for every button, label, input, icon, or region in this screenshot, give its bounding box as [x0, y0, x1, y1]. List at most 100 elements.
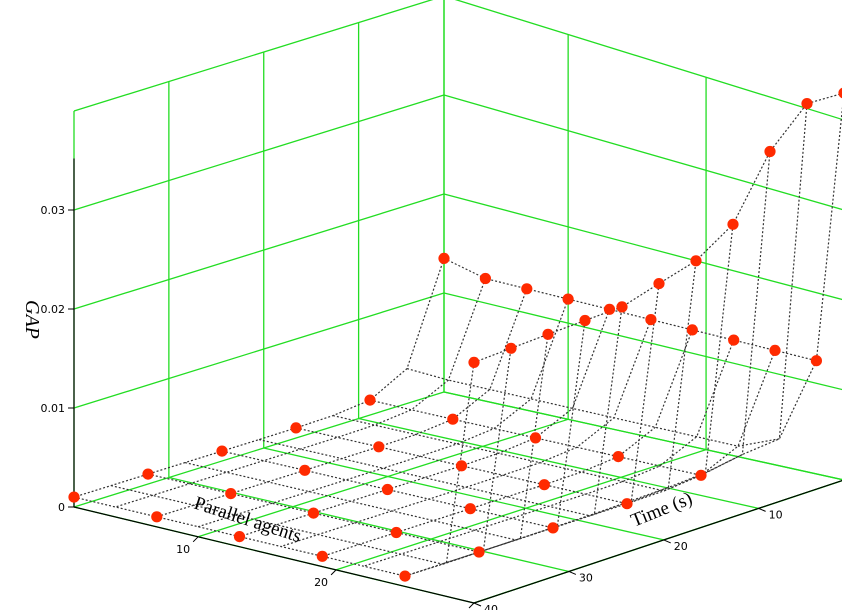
data-point: [645, 314, 657, 326]
mesh-line: [110, 348, 512, 565]
data-point: [538, 479, 550, 491]
data-point: [142, 468, 154, 480]
data-point: [653, 278, 665, 290]
floor-grid-line: [263, 447, 664, 541]
mesh-line: [406, 103, 808, 447]
data-point: [728, 334, 740, 346]
mesh-line: [473, 92, 842, 363]
left-wall-grid-line: [73, 292, 445, 409]
y-tick-label: 30: [579, 571, 593, 584]
mesh-line: [443, 106, 842, 362]
data-point: [542, 328, 554, 340]
z-tick-label: 0: [58, 501, 65, 514]
data-point: [838, 87, 842, 99]
mesh-line: [73, 362, 475, 577]
data-point: [216, 445, 228, 457]
back-wall-grid-line: [443, 94, 842, 211]
mesh-line: [184, 320, 586, 541]
data-point: [616, 301, 628, 313]
back-wall-grid-line: [443, 193, 842, 301]
mesh-line: [197, 298, 569, 528]
data-point: [612, 451, 624, 463]
data-point: [547, 522, 559, 534]
mesh-line: [446, 360, 817, 564]
y-axis-label: Time (s): [628, 488, 695, 532]
data-point: [473, 546, 485, 558]
floor-grid-line: [197, 418, 569, 538]
z-tick-label: 0.03: [41, 204, 66, 217]
mesh-line: [258, 283, 660, 517]
data-point: [290, 422, 302, 434]
data-point: [695, 469, 707, 481]
data-point: [727, 218, 739, 230]
mesh-line: [221, 306, 623, 529]
y-tick-mark: [663, 539, 671, 544]
data-point: [307, 507, 320, 519]
x-tick-mark: [192, 536, 199, 543]
data-point: [225, 488, 237, 500]
axes: 00.010.020.0310203010203040: [41, 158, 842, 610]
data-point: [686, 324, 698, 336]
data-point: [521, 283, 533, 295]
z-tick-label: 0.01: [41, 402, 66, 415]
data-point: [769, 344, 781, 356]
data-point: [151, 511, 163, 523]
data-point: [579, 314, 591, 327]
data-point: [381, 483, 394, 496]
y-tick-mark: [473, 602, 482, 607]
mesh-line: [156, 288, 528, 518]
z-axis-label: GAP: [21, 300, 43, 339]
data-point: [690, 255, 702, 267]
data-point: [447, 413, 459, 425]
data-point: [468, 356, 480, 368]
left-wall-grid-line: [73, 94, 445, 211]
mesh-line: [332, 224, 734, 492]
data-point: [390, 526, 402, 539]
mesh-line: [363, 339, 735, 567]
y-tick-mark: [758, 507, 766, 512]
left-wall-grid-line: [73, 391, 445, 508]
data-point: [621, 498, 633, 510]
data-point: [801, 98, 813, 110]
mesh-line: [280, 319, 652, 548]
floor-grid-line: [358, 417, 759, 510]
data-point: [233, 531, 246, 543]
surface-mesh: [73, 92, 842, 577]
data-point: [455, 460, 468, 472]
back-wall-grid-line: [443, 391, 842, 481]
data-point: [364, 394, 376, 406]
data-point: [529, 432, 542, 444]
back-wall-grid-line: [454, 0, 842, 121]
data-point: [299, 464, 311, 476]
y-axis-line: [473, 480, 842, 604]
mesh-line: [73, 258, 445, 498]
data-point: [764, 145, 776, 158]
data-points: [68, 87, 842, 582]
y-tick-label: 40: [484, 603, 498, 610]
data-point: [479, 272, 491, 285]
x-tick-label: 20: [314, 576, 328, 589]
data-point: [373, 441, 385, 453]
y-tick-label: 10: [769, 508, 783, 521]
x-tick-mark: [330, 569, 337, 576]
mesh-line: [322, 329, 693, 557]
y-tick-label: 20: [674, 540, 688, 553]
left-wall-grid-line: [73, 193, 445, 310]
data-point: [399, 570, 411, 582]
data-point: [68, 491, 80, 503]
x-tick-label: 10: [176, 543, 190, 556]
mesh-line: [239, 309, 611, 538]
z-tick-label: 0.02: [41, 303, 66, 316]
data-point: [438, 252, 450, 264]
data-point: [316, 550, 328, 562]
x-tick-mark: [468, 602, 475, 609]
floor-grid-line: [335, 449, 707, 571]
back-wall-grid-line: [443, 292, 842, 391]
data-point: [603, 303, 616, 315]
data-point: [562, 293, 574, 305]
mesh-line: [147, 334, 549, 553]
data-point: [464, 503, 476, 515]
mesh-line: [115, 278, 486, 508]
mesh-line: [295, 260, 697, 505]
